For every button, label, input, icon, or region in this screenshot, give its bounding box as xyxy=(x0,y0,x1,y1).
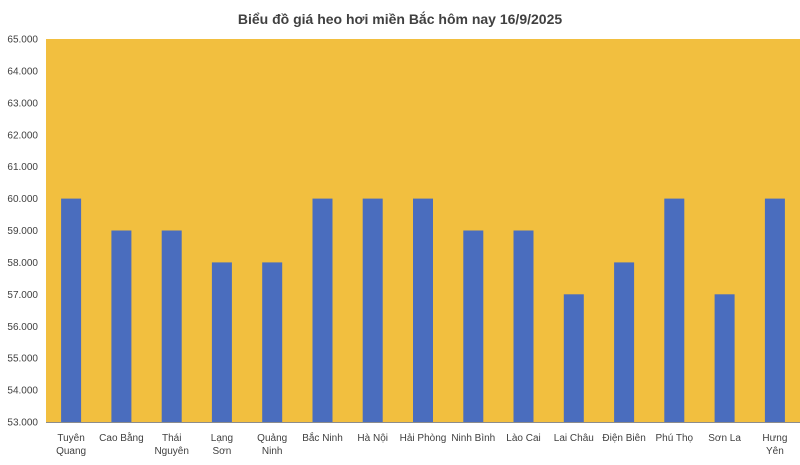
y-tick-label: 64.000 xyxy=(7,66,38,77)
bar xyxy=(111,230,132,422)
bar xyxy=(362,198,383,422)
x-tick-label: Lạng Sơn xyxy=(211,433,233,457)
x-tick-label: Hưng Yên xyxy=(762,433,787,457)
x-tick-label: Ninh Bình xyxy=(451,433,495,444)
chart-title: Biểu đồ giá heo hơi miền Bắc hôm nay 16/… xyxy=(238,10,562,27)
bar xyxy=(563,294,584,422)
bar xyxy=(161,230,182,422)
x-tick-label: Bắc Ninh xyxy=(302,431,343,444)
bar xyxy=(764,198,785,422)
y-tick-label: 60.000 xyxy=(7,194,38,205)
y-axis: 53.000 54.000 55.000 56.000 57.000 58.000 59.0… xyxy=(7,35,38,429)
bar xyxy=(664,198,685,422)
x-tick-label: Sơn La xyxy=(708,433,741,444)
x-tick-label: Thái Nguyên xyxy=(154,433,188,457)
y-tick-label: 65.000 xyxy=(7,35,38,46)
x-tick-label: Quảng Ninh xyxy=(257,433,287,457)
x-tick-label: Hà Nội xyxy=(357,433,388,444)
y-tick-label: 62.000 xyxy=(7,130,38,141)
bar xyxy=(714,294,735,422)
x-tick-label: Phú Thọ xyxy=(655,433,693,444)
x-tick-label: Cao Bằng xyxy=(99,431,143,444)
bar xyxy=(463,230,484,422)
y-tick-label: 63.000 xyxy=(7,98,38,109)
bars-group xyxy=(61,198,785,422)
y-tick-label: 61.000 xyxy=(7,162,38,173)
x-axis: Tuyên Quang Cao Bằng Thái Nguyên Lạng Sơn Quảng… xyxy=(56,431,787,457)
bar xyxy=(614,262,635,422)
bar xyxy=(61,198,82,422)
y-tick-label: 56.000 xyxy=(7,322,38,333)
bar xyxy=(312,198,333,422)
bar xyxy=(513,230,534,422)
y-tick-label: 53.000 xyxy=(7,418,38,429)
bar xyxy=(211,262,232,422)
y-tick-label: 55.000 xyxy=(7,354,38,365)
bar xyxy=(413,198,433,422)
x-tick-label: Lào Cai xyxy=(506,433,540,444)
x-tick-label: Tuyên Quang xyxy=(56,433,86,457)
y-tick-label: 54.000 xyxy=(7,386,38,397)
y-tick-label: 58.000 xyxy=(7,258,38,269)
bar xyxy=(262,262,283,422)
x-tick-label: Lai Châu xyxy=(554,433,594,444)
x-tick-label: Hải Phòng xyxy=(400,433,447,444)
y-tick-label: 57.000 xyxy=(7,290,38,301)
x-tick-label: Điện Biên xyxy=(602,433,645,444)
y-tick-label: 59.000 xyxy=(7,226,38,237)
